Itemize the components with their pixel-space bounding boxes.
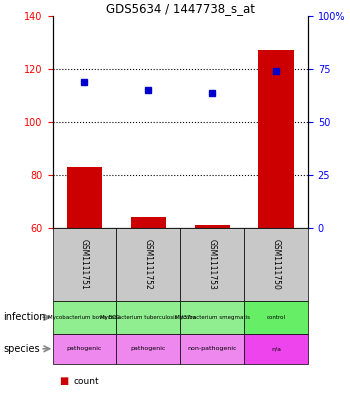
Text: control: control [267, 315, 286, 320]
Text: GSM1111753: GSM1111753 [208, 239, 217, 290]
Text: n/a: n/a [271, 346, 281, 351]
Title: GDS5634 / 1447738_s_at: GDS5634 / 1447738_s_at [106, 2, 255, 15]
Text: GSM1111752: GSM1111752 [144, 239, 153, 290]
Text: pathogenic: pathogenic [67, 346, 102, 351]
Text: Mycobacterium tuberculosis H37ra: Mycobacterium tuberculosis H37ra [100, 315, 196, 320]
Text: ■: ■ [60, 376, 69, 386]
Bar [131, 217, 166, 228]
Text: GSM1111750: GSM1111750 [272, 239, 281, 290]
Text: Mycobacterium bovis BCG: Mycobacterium bovis BCG [48, 315, 120, 320]
Text: GSM1111751: GSM1111751 [80, 239, 89, 290]
Bar [195, 225, 230, 228]
Text: Mycobacterium smegmatis: Mycobacterium smegmatis [175, 315, 250, 320]
Text: non-pathogenic: non-pathogenic [188, 346, 237, 351]
Text: pathogenic: pathogenic [131, 346, 166, 351]
Bar [67, 167, 102, 228]
Text: infection: infection [4, 312, 46, 322]
Bar [259, 50, 294, 228]
Text: count: count [74, 377, 99, 386]
Text: species: species [4, 344, 40, 354]
